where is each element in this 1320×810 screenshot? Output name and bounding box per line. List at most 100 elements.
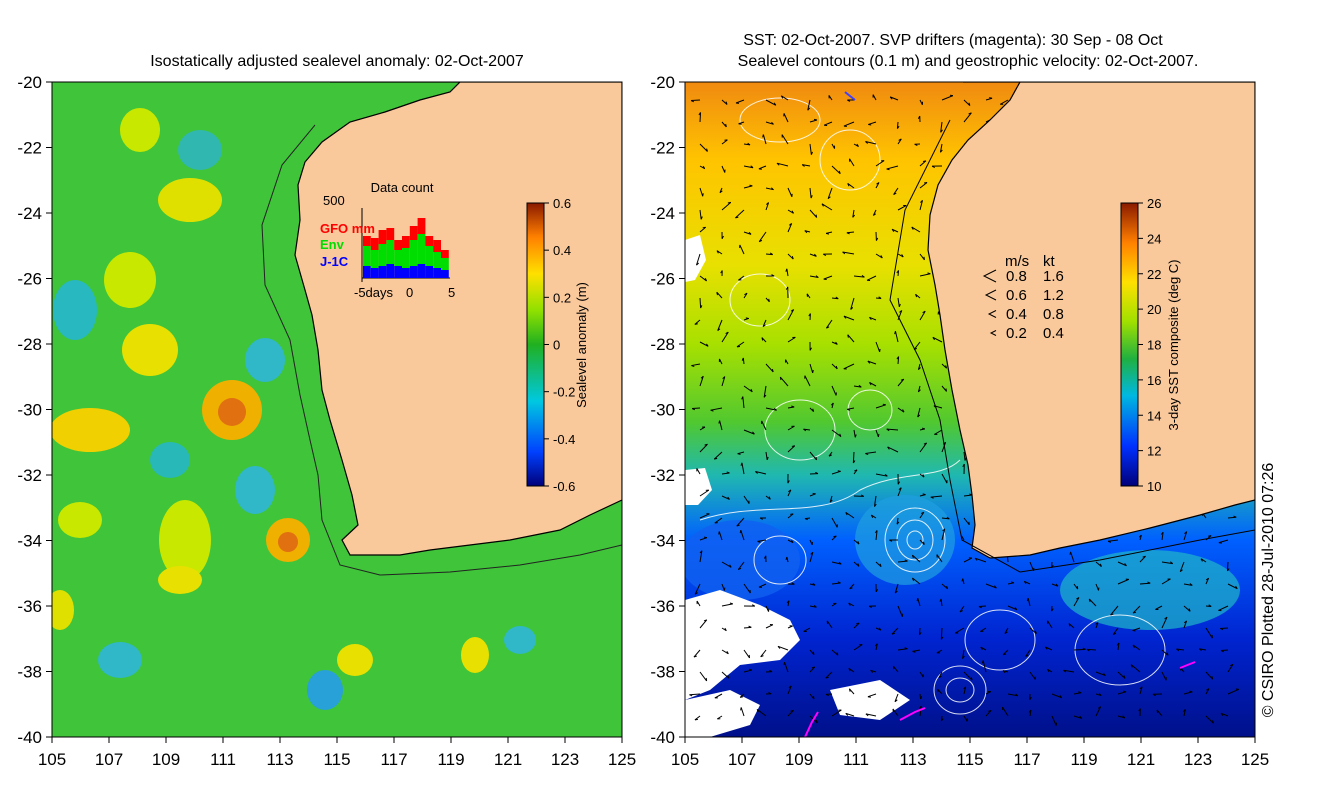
left-map-x-tick-label: 107 — [95, 750, 123, 769]
velocity-arrow — [1095, 706, 1102, 717]
inset-bar-segment — [433, 240, 441, 252]
velocity-arrow — [809, 451, 817, 461]
velocity-arrow-head — [1188, 608, 1191, 612]
velocity-arrow-head — [771, 274, 775, 277]
velocity-arrow-head — [835, 341, 838, 345]
velocity-arrow-head — [923, 442, 927, 445]
right-map-x-tick-label: 125 — [1241, 750, 1269, 769]
velocity-arrow-head — [870, 514, 874, 518]
velocity-arrow — [1218, 539, 1229, 544]
velocity-arrow — [1117, 691, 1127, 695]
velocity-arrow — [941, 528, 946, 541]
sla-anomaly-blob — [158, 566, 202, 594]
sla-anomaly-blob — [53, 280, 97, 340]
velocity-arrow-head — [923, 541, 925, 545]
velocity-arrow-head — [880, 255, 883, 259]
velocity-arrow — [1205, 715, 1214, 724]
velocity-arrow — [897, 560, 908, 563]
velocity-arrow — [1068, 623, 1075, 629]
velocity-arrow — [919, 511, 925, 519]
velocity-arrow — [941, 442, 947, 453]
velocity-arrow-head — [942, 528, 946, 532]
velocity-arrow-head — [1208, 604, 1212, 607]
inset-legend-gfo: GFO mm — [320, 221, 375, 236]
velocity-arrow-head — [752, 431, 755, 435]
velocity-arrow-head — [1015, 693, 1019, 697]
velocity-arrow — [831, 429, 842, 438]
velocity-arrow — [699, 226, 706, 233]
velocity-arrow-head — [759, 239, 763, 243]
velocity-arrow-head — [1142, 555, 1146, 558]
velocity-arrow — [852, 451, 855, 464]
velocity-arrow — [721, 561, 732, 568]
velocity-arrow-head — [825, 693, 829, 697]
velocity-arrow-head — [729, 602, 733, 605]
velocity-arrow — [699, 376, 704, 387]
velocity-arrow-head — [690, 100, 695, 103]
velocity-arrow-head — [848, 602, 851, 606]
velocity-arrow — [783, 113, 789, 123]
velocity-arrow — [718, 531, 723, 541]
velocity-arrow-head — [1218, 542, 1222, 544]
velocity-arrow-head — [741, 357, 744, 361]
velocity-arrow-head — [761, 337, 764, 341]
sst-colorbar-tick-label: 12 — [1147, 444, 1161, 459]
velocity-arrow — [845, 712, 855, 717]
velocity-arrow — [875, 643, 878, 651]
velocity-arrow-head — [785, 268, 788, 272]
velocity-arrow — [963, 517, 970, 526]
velocity-arrow — [1007, 693, 1019, 697]
velocity-arrow-head — [741, 396, 744, 400]
velocity-arrow-head — [718, 420, 721, 424]
velocity-arrow-head — [833, 535, 837, 538]
inset-bar-segment — [409, 226, 418, 240]
velocity-arrow — [1095, 671, 1106, 677]
velocity-arrow-head — [724, 627, 727, 631]
velocity-arrow-head — [1069, 551, 1072, 555]
velocity-arrow — [962, 649, 965, 659]
velocity-arrow-head — [878, 296, 882, 299]
right-map-axes: -20 -22 -24 -26 -28 -30 -32 -34 -36 -38 -40 105 107 1… — [650, 73, 1269, 769]
velocity-arrow — [1183, 531, 1188, 541]
velocity-arrow-head — [689, 694, 693, 697]
velocity-arrow-head — [1138, 534, 1142, 538]
inset-bar-segment — [363, 266, 371, 278]
velocity-arrow-head — [917, 414, 921, 418]
left-map-y-tick-label: -34 — [17, 532, 42, 551]
sla-anomaly-blob — [235, 466, 275, 514]
velocity-arrow — [756, 708, 767, 717]
velocity-arrow-head — [1029, 696, 1032, 700]
velocity-arrow — [809, 605, 817, 608]
velocity-arrow-head — [1132, 644, 1135, 649]
velocity-arrow-head — [937, 688, 939, 693]
velocity-arrow — [891, 627, 899, 635]
velocity-arrow-head — [829, 499, 833, 503]
velocity-arrow — [807, 99, 811, 111]
velocity-arrow-head — [726, 650, 729, 655]
velocity-arrow-head — [968, 112, 972, 115]
right-map-y-tick-label: -24 — [650, 204, 675, 223]
sla-anomaly-blob — [218, 398, 246, 426]
velocity-arrow — [894, 583, 899, 594]
velocity-arrow-head — [1010, 581, 1015, 584]
inset-title: Data count — [371, 180, 434, 195]
velocity-arrow-head — [699, 550, 703, 554]
velocity-legend-kt: 0.4 — [1043, 325, 1064, 342]
velocity-arrow — [846, 407, 855, 410]
velocity-arrow-head — [1160, 531, 1164, 535]
velocity-arrow — [721, 583, 725, 591]
velocity-arrow — [919, 442, 928, 453]
velocity-legend-ms: 0.6 — [1006, 287, 1027, 304]
velocity-arrow — [867, 360, 877, 365]
velocity-arrow-head — [766, 456, 769, 461]
velocity-arrow-head — [835, 296, 839, 300]
sla-colorbar-tick-label: 0.2 — [553, 290, 571, 305]
velocity-arrow-head — [845, 713, 849, 716]
velocity-arrow-head — [847, 183, 850, 187]
velocity-arrow-head — [918, 389, 921, 393]
velocity-arrow — [941, 517, 950, 520]
velocity-arrow — [741, 462, 745, 475]
velocity-arrow-head — [904, 559, 908, 562]
sst-cool-patch — [685, 520, 800, 600]
velocity-arrow — [1051, 693, 1062, 699]
